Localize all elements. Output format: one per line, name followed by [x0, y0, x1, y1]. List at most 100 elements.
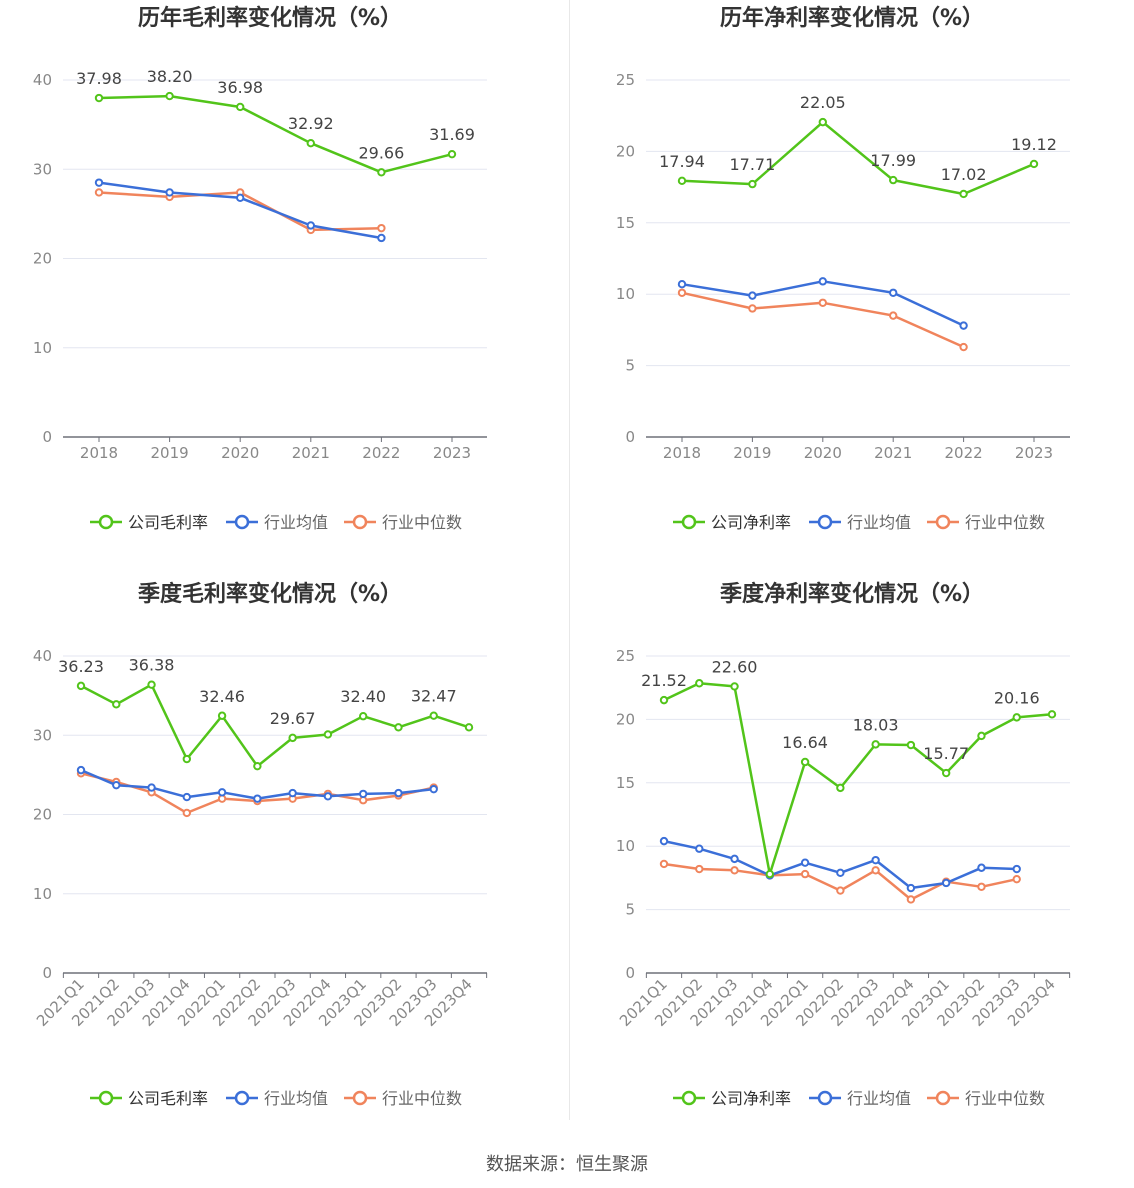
data-label: 18.03 — [853, 715, 899, 734]
data-point-avg — [236, 193, 245, 203]
data-point-company — [659, 695, 669, 705]
data-label: 36.23 — [58, 657, 104, 676]
data-point-avg — [394, 788, 403, 798]
legend-marker — [817, 514, 833, 530]
legend-marker — [352, 514, 368, 530]
data-point-company — [217, 711, 227, 720]
data-point-avg — [306, 221, 315, 230]
data-point-company — [906, 740, 916, 750]
y-tick-label: 10 — [616, 837, 635, 855]
data-label: 19.12 — [1011, 135, 1057, 154]
data-point-company — [464, 723, 474, 732]
data-point-median — [1012, 874, 1021, 884]
x-tick-label: 2021 — [292, 444, 330, 462]
data-point-company — [76, 681, 86, 691]
y-tick-label: 30 — [33, 160, 52, 178]
legend-item-company[interactable]: 公司净利率 — [673, 513, 791, 532]
legend-label: 行业中位数 — [382, 1089, 462, 1108]
data-point-company — [1029, 159, 1039, 169]
data-point-median — [906, 895, 916, 904]
data-point-company — [765, 869, 775, 879]
data-label: 37.98 — [76, 69, 122, 88]
data-point-avg — [323, 792, 333, 801]
legend-item-company[interactable]: 公司毛利率 — [90, 513, 208, 532]
legend-label: 公司毛利率 — [128, 1089, 208, 1108]
data-point-company — [447, 149, 457, 159]
data-point-company — [818, 117, 827, 127]
panel-divider — [569, 0, 570, 1120]
data-point-company — [871, 740, 880, 749]
y-tick-label: 40 — [33, 647, 52, 665]
data-point-avg — [94, 178, 104, 187]
legend-label: 行业均值 — [847, 1089, 911, 1108]
chart-panel-4: 季度净利率变化情况（%）05101520252021Q12021Q22021Q3… — [616, 581, 1071, 1108]
legend-item-median[interactable]: 行业中位数 — [344, 1089, 462, 1108]
data-point-company — [306, 138, 315, 148]
data-point-company — [959, 189, 968, 199]
y-tick-label: 10 — [33, 339, 52, 357]
data-point-company — [977, 731, 986, 741]
data-label: 32.47 — [411, 687, 457, 706]
data-label: 17.71 — [729, 155, 775, 174]
data-point-avg — [695, 844, 704, 853]
data-point-median — [94, 188, 104, 197]
y-tick-label: 0 — [625, 964, 635, 982]
data-point-company — [147, 680, 156, 689]
data-point-avg — [165, 188, 174, 197]
data-point-avg — [182, 792, 192, 802]
legend-item-median[interactable]: 行业中位数 — [344, 513, 462, 532]
legend-item-avg[interactable]: 行业均值 — [226, 513, 328, 532]
legend-item-avg[interactable]: 行业均值 — [809, 513, 911, 532]
data-point-avg — [76, 765, 86, 775]
data-point-median — [871, 866, 880, 875]
series-line-avg — [663, 839, 1017, 890]
data-label: 29.66 — [358, 143, 404, 162]
data-point-median — [695, 864, 704, 874]
data-point-company — [730, 682, 739, 691]
chart-title: 历年毛利率变化情况（%） — [138, 5, 402, 31]
data-label: 17.02 — [941, 165, 987, 184]
legend-item-company[interactable]: 公司净利率 — [673, 1089, 791, 1108]
data-point-company — [836, 783, 845, 793]
data-label: 22.05 — [800, 93, 846, 112]
data-label: 32.40 — [340, 687, 386, 706]
legend-item-median[interactable]: 行业中位数 — [927, 1089, 1045, 1108]
legend-item-avg[interactable]: 行业均值 — [226, 1089, 328, 1108]
data-point-company — [941, 768, 951, 778]
legend-label: 公司毛利率 — [128, 513, 208, 532]
x-tick-label: 2023 — [1015, 444, 1053, 462]
x-tick-label: 2019 — [733, 444, 771, 462]
series-line-company — [663, 682, 1053, 876]
y-tick-label: 5 — [625, 901, 635, 919]
data-point-avg — [1012, 864, 1021, 874]
data-point-median — [377, 223, 386, 233]
data-label: 38.20 — [147, 67, 193, 86]
data-label: 36.98 — [217, 78, 263, 97]
y-tick-label: 40 — [33, 71, 52, 89]
data-point-avg — [147, 783, 156, 792]
y-tick-label: 10 — [33, 885, 52, 903]
y-tick-label: 20 — [33, 250, 52, 268]
data-label: 17.99 — [870, 151, 916, 170]
x-tick-label: 2020 — [804, 444, 842, 462]
legend-marker — [98, 1090, 114, 1106]
y-tick-label: 10 — [616, 285, 635, 303]
data-point-company — [1047, 710, 1057, 719]
legend-item-company[interactable]: 公司毛利率 — [90, 1089, 208, 1108]
data-point-company — [112, 700, 121, 709]
legend-item-avg[interactable]: 行业均值 — [809, 1089, 911, 1108]
data-point-avg — [871, 855, 880, 865]
data-point-company — [800, 757, 810, 767]
y-tick-label: 30 — [33, 726, 52, 744]
y-tick-label: 0 — [625, 428, 635, 446]
data-point-company — [748, 179, 757, 189]
legend-item-median[interactable]: 行业中位数 — [927, 513, 1045, 532]
legend-label: 行业中位数 — [382, 513, 462, 532]
legend-label: 行业均值 — [264, 513, 328, 532]
data-point-avg — [659, 836, 669, 846]
series-line-company — [98, 94, 453, 174]
data-label: 29.67 — [270, 709, 316, 728]
data-label: 16.64 — [782, 733, 828, 752]
legend-marker — [935, 514, 951, 530]
data-label: 32.46 — [199, 687, 245, 706]
